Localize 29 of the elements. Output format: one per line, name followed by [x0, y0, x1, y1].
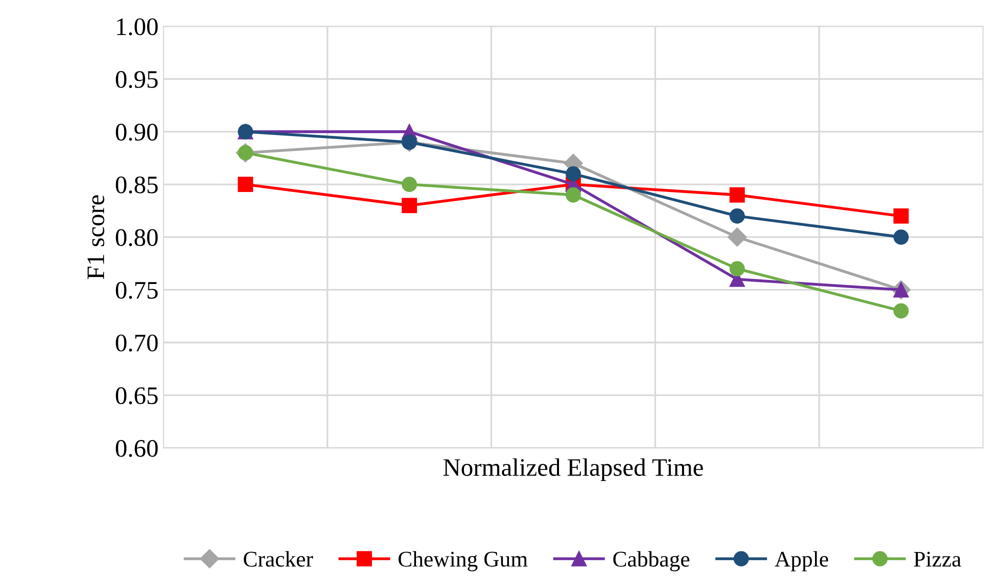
x-axis-title: Normalized Elapsed Time: [443, 458, 703, 482]
point: [238, 176, 254, 192]
point: [402, 198, 418, 214]
point: [402, 134, 418, 150]
point: [730, 187, 745, 203]
legend-label: Chewing Gum: [398, 551, 528, 572]
point: [728, 228, 747, 247]
point: [893, 303, 909, 319]
y-tick-label: 0.90: [116, 124, 158, 141]
y-tick-label: 0.95: [116, 71, 158, 88]
point: [730, 208, 745, 224]
y-tick-label: 0.85: [116, 176, 158, 194]
legend-label: Pizza: [914, 552, 962, 567]
y-tick-label: 0.60: [116, 440, 158, 457]
legend-label: Apple: [774, 551, 828, 572]
point: [893, 229, 909, 245]
legend-label: Cracker: [244, 551, 314, 567]
point: [566, 166, 581, 182]
point: [730, 261, 745, 276]
point: [402, 176, 418, 192]
point: [566, 187, 581, 203]
y-tick-label: 0.70: [116, 334, 158, 352]
y-tick-label: 0.80: [116, 229, 158, 246]
y-tick-label: 0.65: [116, 387, 158, 404]
y-tick-label: 1.00: [117, 18, 158, 36]
y-tick-label: 0.75: [116, 282, 158, 299]
y-axis-title: F1 score: [88, 195, 104, 280]
legend-label: Cabbage: [613, 551, 690, 572]
point: [893, 208, 909, 224]
